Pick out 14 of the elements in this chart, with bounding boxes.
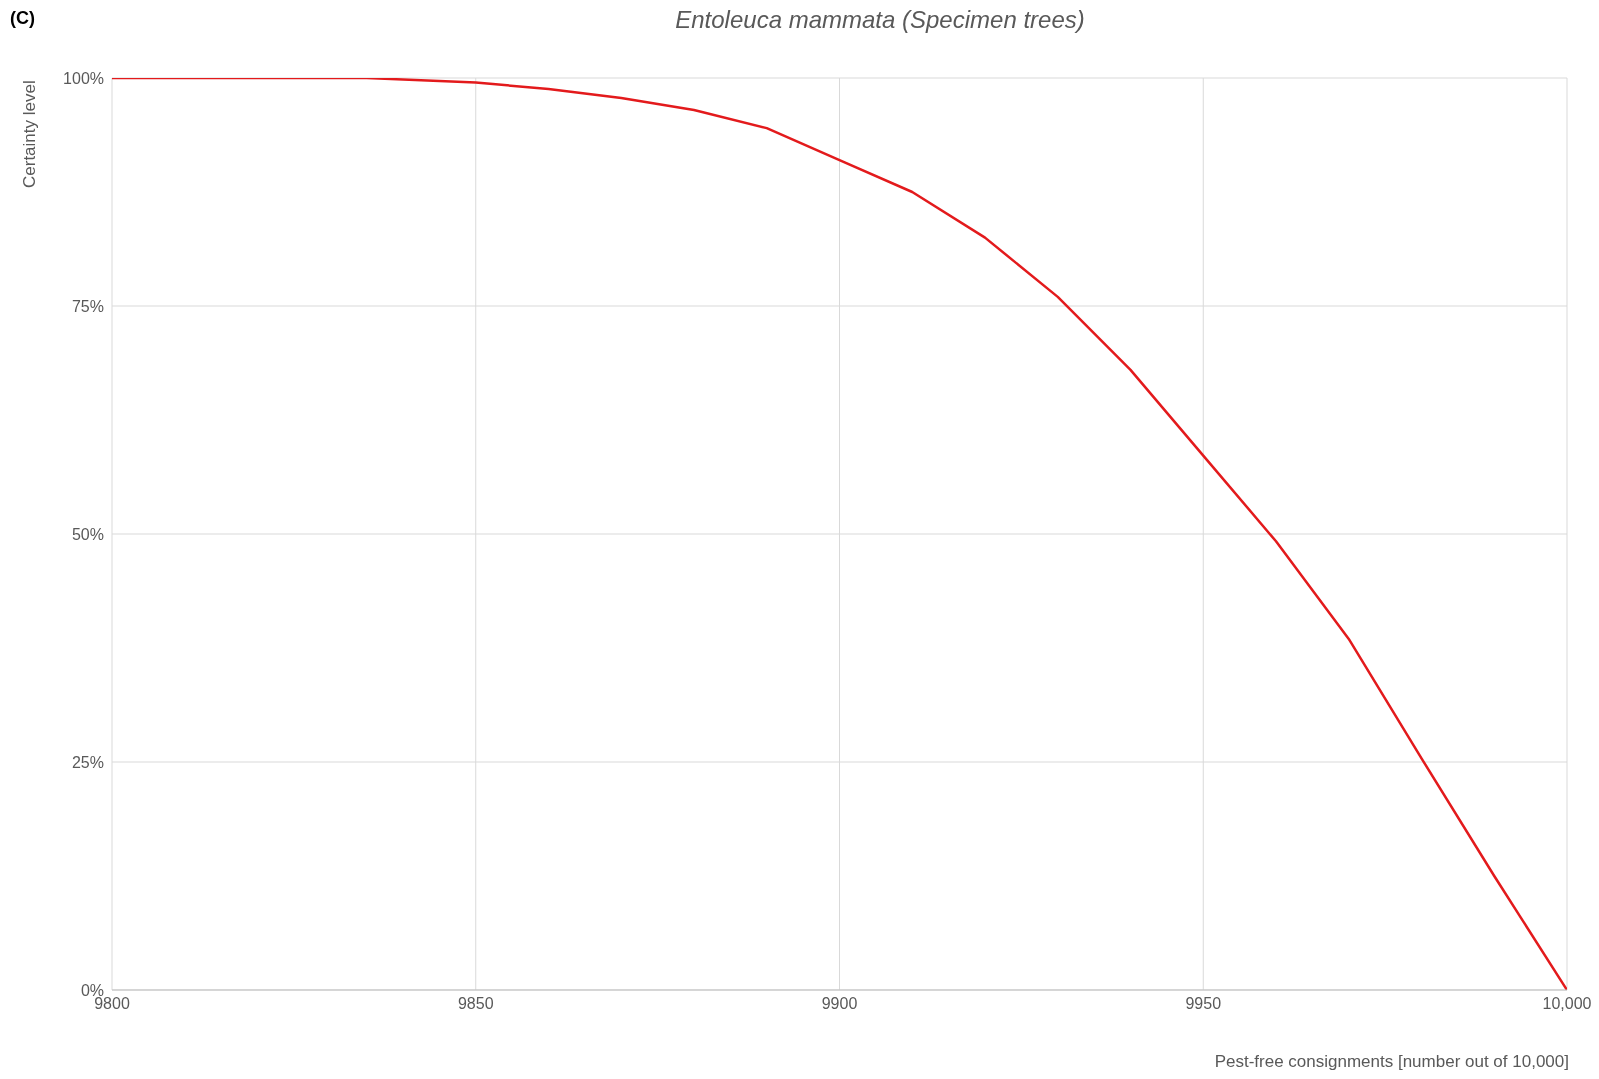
x-tick-label: 10,000 <box>1542 995 1592 1013</box>
x-tick-label: 9950 <box>1185 995 1222 1013</box>
x-tick-label: 9800 <box>94 995 130 1013</box>
x-tick-label: 9900 <box>821 995 858 1013</box>
chart-title: Entoleuca mammata (Specimen trees) <box>675 6 1085 33</box>
y-tick-label: 25% <box>71 753 104 771</box>
y-tick-label: 50% <box>71 525 104 543</box>
text: (C) <box>10 8 35 29</box>
y-axis-title: Certainty level <box>20 80 40 188</box>
line-series <box>112 78 1567 990</box>
x-axis-title: Pest-free consignments [number out of 10,000] <box>1214 1052 1569 1072</box>
y-tick-label: 75% <box>71 297 104 315</box>
y-tick-label: 100% <box>63 69 104 87</box>
x-tick-label: 9850 <box>457 995 494 1013</box>
